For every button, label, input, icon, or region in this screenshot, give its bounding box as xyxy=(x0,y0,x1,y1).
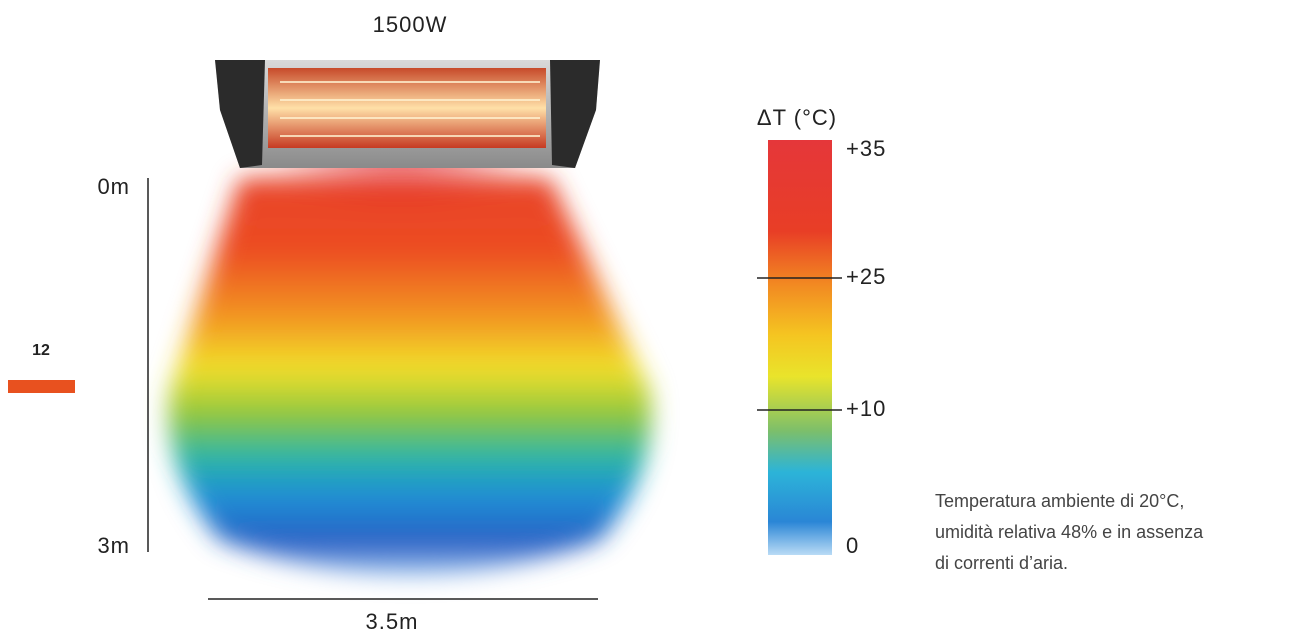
distance-width: 3.5m xyxy=(366,609,419,634)
distance-top: 0m xyxy=(97,174,130,199)
page-number: 12 xyxy=(32,342,50,359)
page-marker xyxy=(8,380,75,393)
color-scale xyxy=(768,140,832,555)
legend-title: ΔT (°C) xyxy=(757,105,837,130)
scale-label: +35 xyxy=(846,136,886,161)
heat-cone xyxy=(168,115,652,575)
scale-label: 0 xyxy=(846,533,859,558)
note-line: Temperatura ambiente di 20°C, xyxy=(935,491,1184,511)
heater-power: 1500W xyxy=(373,12,448,37)
heater xyxy=(215,60,600,168)
note-line: di correnti d’aria. xyxy=(935,553,1068,573)
scale-label: +10 xyxy=(846,396,886,421)
scale-label: +25 xyxy=(846,264,886,289)
distance-bottom: 3m xyxy=(97,533,130,558)
note-line: umidità relativa 48% e in assenza xyxy=(935,522,1204,542)
